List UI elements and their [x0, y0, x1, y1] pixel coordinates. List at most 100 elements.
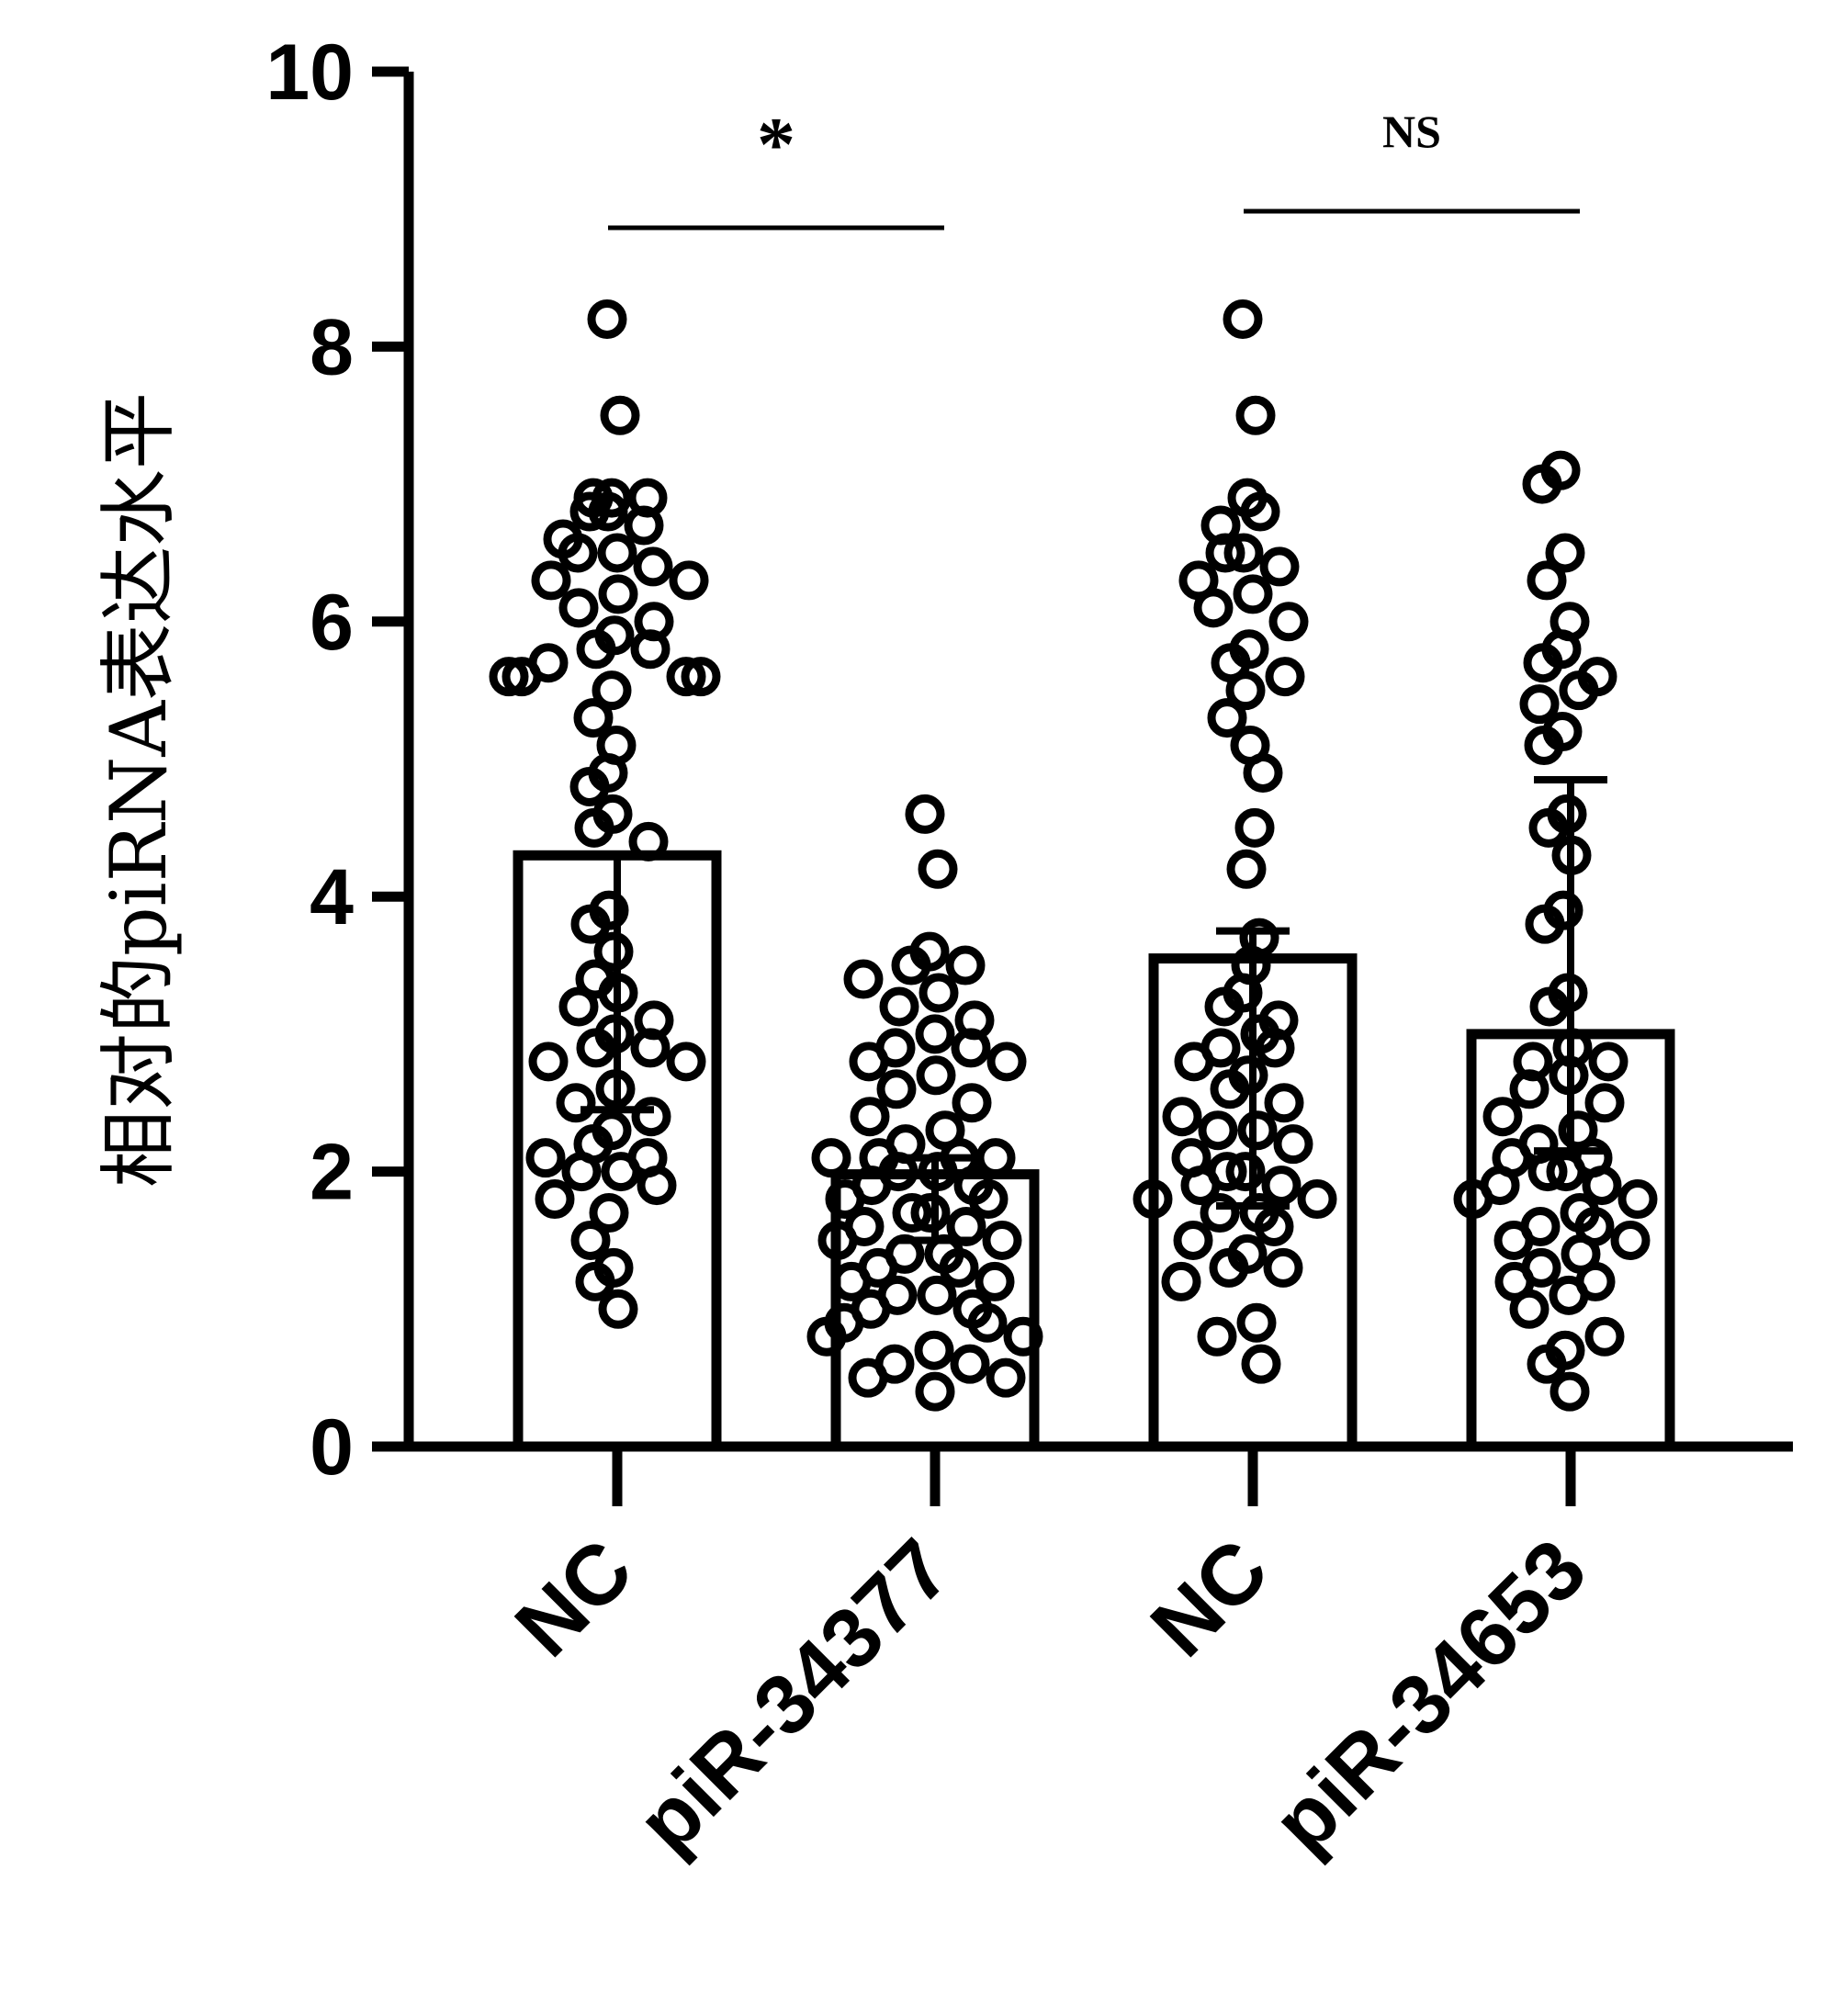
data-point: [598, 574, 638, 614]
data-point: [892, 1193, 932, 1233]
data-point: [915, 1014, 955, 1054]
data-point: [570, 904, 611, 944]
data-point: [1209, 1247, 1249, 1288]
data-point: [589, 1193, 629, 1233]
data-point: [1204, 986, 1245, 1027]
data-point: [918, 973, 959, 1013]
data-point: [570, 1220, 611, 1260]
data-point: [1509, 1069, 1550, 1109]
data-point: [1225, 1152, 1266, 1192]
data-point: [1584, 1083, 1625, 1123]
y-tick-label: 2: [310, 1129, 354, 1217]
data-point: [569, 491, 610, 532]
data-point: [850, 1097, 890, 1137]
data-point: [848, 1357, 888, 1398]
data-point: [905, 794, 945, 834]
data-point: [952, 1083, 992, 1123]
data-point: [915, 1371, 955, 1412]
data-point: [1550, 1371, 1590, 1412]
x-tick-label: piR-34377: [620, 1522, 968, 1870]
data-point: [561, 1152, 602, 1192]
data-point: [945, 945, 986, 985]
data-point: [1205, 533, 1245, 573]
y-tick-label: 0: [310, 1403, 354, 1492]
x-tick-label: NC: [1133, 1522, 1286, 1674]
data-point: [576, 1028, 616, 1068]
data-point: [669, 560, 709, 601]
data-point: [967, 1302, 1008, 1343]
data-point: [1584, 1316, 1625, 1357]
data-point: [975, 1261, 1015, 1301]
x-tick-label: NC: [498, 1522, 650, 1674]
data-point: [1527, 1152, 1568, 1192]
y-tick-label: 4: [310, 853, 354, 941]
data-point: [1193, 588, 1234, 628]
y-tick-label: 8: [310, 303, 354, 391]
data-point: [1223, 298, 1263, 339]
data-point: [1241, 1344, 1281, 1384]
y-tick-label: 10: [265, 28, 354, 117]
data-point: [1268, 602, 1309, 642]
axes-layer: [403, 72, 1793, 1452]
data-point: [1525, 904, 1565, 944]
data-point: [598, 1289, 638, 1329]
data-point: [556, 1083, 596, 1123]
data-point: [630, 1028, 671, 1068]
data-point: [1545, 533, 1585, 573]
data-point: [1482, 1097, 1523, 1137]
data-point: [587, 298, 627, 339]
data-point: [502, 657, 542, 697]
data-point: [1549, 1275, 1589, 1315]
data-point: [666, 1042, 706, 1082]
data-point: [939, 1247, 979, 1288]
significance-label: *: [757, 102, 795, 187]
data-point: [1523, 643, 1563, 683]
data-point: [1200, 1193, 1240, 1233]
data-point: [528, 1042, 569, 1082]
data-point: [1133, 1179, 1173, 1220]
data-point: [1233, 574, 1273, 614]
data-point: [1263, 1247, 1303, 1288]
data-point: [525, 1138, 566, 1178]
data-point: [1161, 1261, 1201, 1301]
data-point: [843, 959, 884, 999]
data-point: [811, 1138, 851, 1178]
data-point: [588, 491, 628, 532]
data-point: [1174, 1042, 1214, 1082]
data-point: [891, 945, 931, 985]
data-point: [831, 1261, 872, 1301]
data-point: [1207, 698, 1247, 738]
data-point: [1223, 533, 1264, 573]
data-point: [1235, 395, 1276, 435]
significance-label: NS: [1382, 106, 1441, 157]
data-point: [1210, 1069, 1250, 1109]
data-point: [1610, 1220, 1651, 1260]
data-point: [917, 1275, 957, 1315]
data-point: [1240, 491, 1280, 532]
data-point: [1524, 726, 1564, 766]
data-point: [825, 1179, 865, 1220]
data-point: [986, 1357, 1026, 1398]
data-point: [631, 1097, 671, 1137]
data-point: [1582, 1166, 1622, 1206]
data-point: [1546, 1152, 1586, 1192]
data-point: [637, 1166, 677, 1206]
data-point: [569, 766, 610, 806]
data-point: [986, 1042, 1027, 1082]
data-point: [975, 1138, 1016, 1178]
data-point: [968, 1179, 1009, 1220]
data-point: [535, 1179, 575, 1220]
data-point: [950, 1344, 990, 1384]
data-point: [914, 1330, 954, 1370]
y-axis-label: 相对的piRNA表达水平: [94, 392, 184, 1188]
data-point: [1261, 1166, 1302, 1206]
data-point: [876, 1069, 917, 1109]
data-point: [1265, 657, 1305, 697]
data-point: [1522, 464, 1562, 504]
data-point: [910, 1193, 951, 1233]
data-point: [1243, 752, 1283, 793]
data-point: [1273, 1124, 1313, 1165]
data-point: [558, 533, 598, 573]
data-point: [951, 1028, 991, 1068]
data-point: [1180, 1166, 1221, 1206]
